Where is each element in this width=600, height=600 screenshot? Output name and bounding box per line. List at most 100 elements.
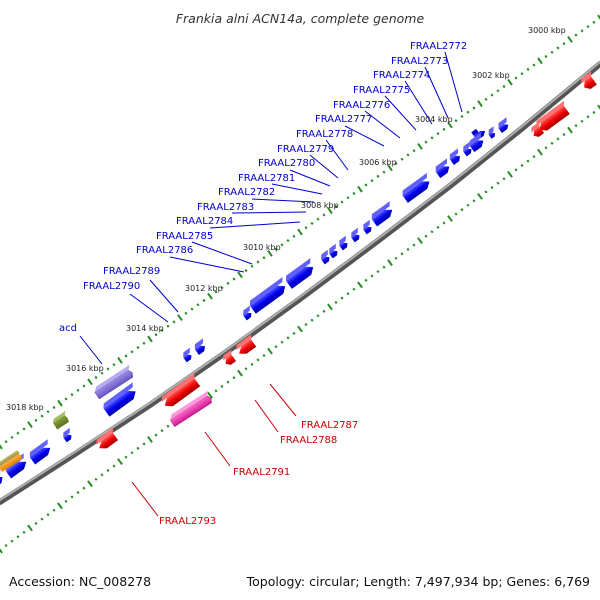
forward-gene-top [103, 382, 133, 409]
minor-tick [496, 181, 500, 185]
minor-tick [382, 170, 386, 174]
minor-tick [574, 124, 578, 128]
major-tick [417, 237, 423, 244]
forward-gene-top [488, 126, 494, 135]
minor-tick [202, 298, 206, 303]
minor-tick [160, 429, 164, 433]
reverse-gene-body [584, 76, 597, 90]
minor-tick [304, 323, 308, 327]
minor-tick [82, 384, 86, 388]
kbp-label: 3004 kbp [415, 115, 453, 124]
gene-label: FRAAL2772 [410, 41, 467, 52]
minor-tick [586, 115, 590, 119]
major-tick [477, 100, 483, 107]
gene-label: FRAAL2786 [136, 245, 193, 256]
minor-tick [280, 243, 284, 247]
gene-label: FRAAL2779 [277, 144, 334, 155]
minor-tick [406, 153, 410, 157]
minor-tick [70, 393, 74, 397]
minor-tick [100, 371, 104, 375]
minor-tick [256, 260, 260, 264]
minor-tick [424, 234, 428, 238]
minor-tick [502, 84, 506, 89]
forward-gene-top [351, 227, 358, 238]
forward-gene-top [371, 201, 390, 220]
major-tick [387, 164, 393, 172]
minor-tick [484, 97, 488, 101]
reverse-gene [96, 427, 119, 449]
minor-tick [46, 410, 50, 414]
minor-tick [442, 221, 446, 225]
minor-tick [586, 25, 590, 29]
minor-tick [262, 256, 266, 260]
gene-label: FRAAL2774 [373, 70, 430, 81]
minor-tick [346, 196, 350, 200]
reverse-gene-top [161, 373, 195, 402]
major-tick [357, 185, 363, 193]
gene-label: FRAAL2778 [296, 129, 353, 140]
minor-tick [124, 455, 128, 459]
forward-gene-body [183, 354, 192, 363]
gene-label: FRAAL2791 [233, 467, 290, 478]
reverse-gene [531, 121, 545, 137]
minor-tick [316, 217, 320, 221]
kbp-scale-labels: 3000 kbp 3002 kbp 3004 kbp 3006 kbp 3008… [6, 26, 566, 412]
major-tick [597, 104, 600, 110]
major-tick [87, 480, 93, 488]
forward-gene-top [402, 172, 427, 196]
minor-tick [124, 354, 128, 358]
minor-tick [130, 451, 134, 455]
minor-tick [136, 446, 140, 450]
forward-gene-top [449, 148, 459, 160]
forward-gene-body [29, 447, 51, 465]
minor-tick [532, 63, 536, 67]
minor-tick [520, 72, 524, 76]
minor-tick [22, 530, 26, 534]
forward-gene [321, 249, 330, 265]
genome-backbone-highlight [0, 61, 600, 501]
reverse-gene-top [236, 334, 252, 351]
forward-gene-top [339, 235, 346, 246]
major-tick [267, 250, 273, 257]
minor-tick [412, 149, 416, 153]
major-tick [297, 228, 303, 236]
reverse-gene-body [533, 126, 545, 137]
gene-label: FRAAL2788 [280, 435, 337, 446]
major-tick [507, 170, 513, 178]
minor-tick [424, 140, 428, 144]
minor-tick [220, 384, 224, 388]
minor-tick [526, 67, 530, 71]
minor-tick [52, 508, 56, 512]
feature-orange-gene [0, 450, 23, 472]
forward-gene [469, 132, 484, 153]
major-tick [417, 143, 423, 150]
forward-gene-top [249, 277, 283, 306]
minor-tick [22, 427, 26, 431]
forward-gene-body [63, 434, 72, 443]
forward-gene [498, 117, 509, 133]
kbp-label: 3008 kbp [301, 201, 339, 210]
major-tick [27, 524, 33, 532]
minor-tick [226, 281, 230, 285]
minor-tick [550, 141, 554, 145]
minor-tick [514, 168, 518, 172]
minor-tick [52, 405, 56, 410]
forward-gene [183, 347, 192, 363]
forward-gene [63, 427, 72, 443]
minor-tick [256, 358, 260, 362]
major-tick [27, 421, 33, 428]
forward-gene [339, 235, 348, 251]
reverse-gene [536, 100, 570, 131]
minor-tick [340, 296, 344, 300]
major-tick [327, 207, 333, 214]
minor-tick [466, 203, 470, 207]
kbp-label: 3010 kbp [243, 243, 281, 252]
forward-gene-top [463, 141, 470, 152]
minor-tick [94, 477, 98, 481]
minor-tick [64, 397, 68, 401]
forward-gene [249, 277, 286, 314]
forward-gene [351, 227, 360, 243]
minor-tick [154, 433, 158, 437]
minor-tick [250, 264, 254, 268]
